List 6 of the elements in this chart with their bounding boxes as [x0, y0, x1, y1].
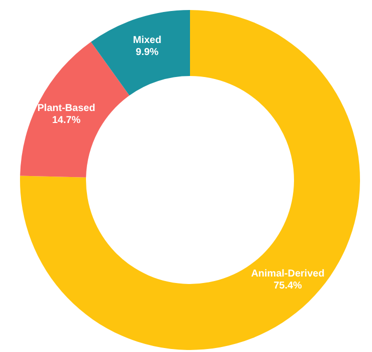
slice-label: Mixed [132, 35, 162, 46]
slice-label: Plant-Based [37, 102, 96, 114]
data-label: 14.7% [52, 114, 81, 126]
data-label: 75.4% [274, 280, 302, 292]
data-label: 9.9% [136, 47, 159, 58]
slice-label: Animal-Derived [251, 268, 324, 280]
